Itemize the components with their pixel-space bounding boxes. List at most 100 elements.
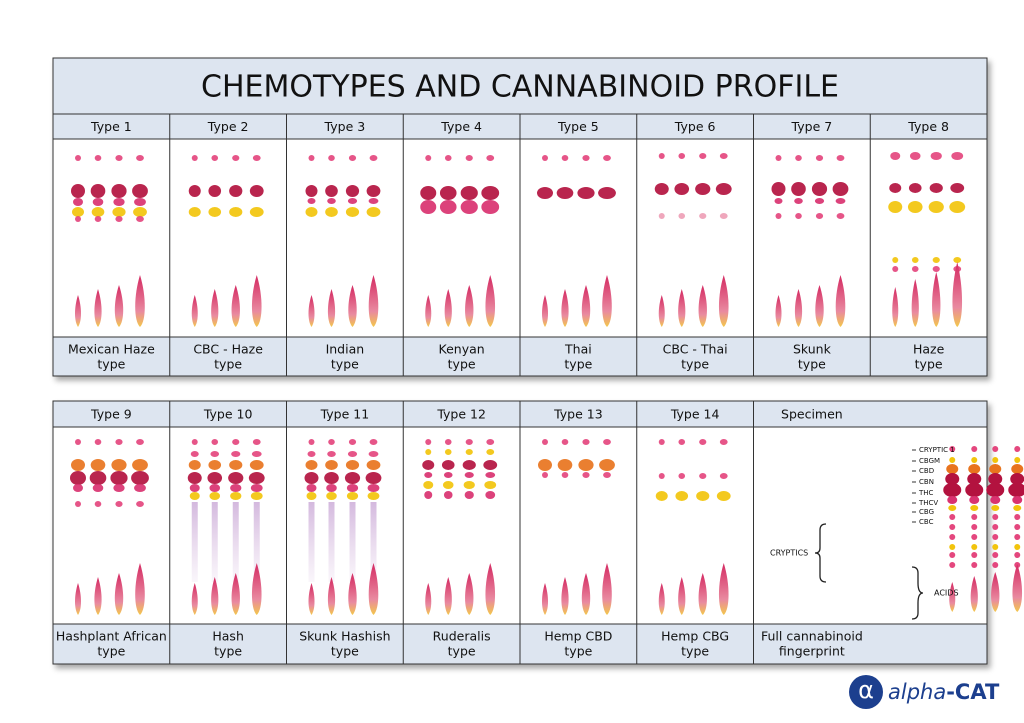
spot: [328, 155, 335, 161]
streak: [349, 502, 356, 582]
spot: [1014, 446, 1021, 452]
spot: [992, 544, 999, 550]
spot: [953, 257, 962, 263]
band-label: CBG: [919, 508, 934, 516]
spot: [231, 451, 241, 457]
spot: [425, 439, 432, 445]
spot: [892, 266, 899, 272]
spot: [307, 198, 316, 204]
spot: [719, 473, 728, 479]
spot: [134, 198, 146, 206]
spot: [90, 184, 106, 198]
spot: [945, 473, 960, 485]
spot: [971, 457, 978, 463]
spot: [94, 501, 102, 507]
spot: [795, 213, 802, 219]
spot: [943, 483, 962, 497]
type-name: type: [214, 357, 242, 372]
spot: [444, 155, 452, 161]
spot: [674, 183, 690, 195]
acid-spot: [952, 262, 963, 327]
spot: [542, 472, 548, 478]
spot: [462, 460, 476, 470]
spot: [1012, 496, 1023, 504]
spot: [1014, 524, 1021, 530]
spot: [603, 155, 611, 161]
spot: [719, 153, 728, 159]
spot: [422, 460, 435, 470]
spot: [345, 460, 360, 470]
band-label: CBC: [919, 518, 934, 526]
spot: [75, 439, 81, 445]
spot: [794, 198, 803, 204]
logo-text: alpha-CAT: [888, 680, 1000, 704]
spot: [892, 257, 899, 263]
band-label: CBGM: [919, 457, 940, 465]
acid-spot: [425, 583, 432, 615]
spot: [423, 481, 434, 489]
acid-spot: [444, 577, 452, 615]
acid-spot: [251, 275, 262, 327]
spot: [94, 216, 102, 222]
spot: [208, 185, 222, 197]
spot: [911, 266, 919, 272]
logo-mark: [849, 675, 883, 709]
spot: [699, 213, 707, 219]
spot: [210, 451, 220, 457]
spot: [485, 491, 496, 499]
spot: [70, 471, 86, 485]
spot: [464, 491, 474, 499]
acid-spot: [75, 295, 81, 327]
type-label: Type 13: [553, 407, 603, 422]
acid-spot: [348, 285, 357, 327]
spot: [308, 439, 315, 445]
acid-spot: [211, 577, 219, 615]
spot: [444, 449, 452, 455]
spot: [989, 464, 1002, 474]
type-name: Hemp CBG: [661, 629, 729, 644]
spot: [949, 544, 956, 550]
spot: [252, 155, 261, 161]
spot: [716, 491, 731, 501]
spot: [191, 155, 198, 161]
spot: [948, 505, 957, 511]
acid-spot: [94, 577, 102, 615]
acid-spot: [465, 573, 474, 615]
type-name: type: [681, 644, 709, 659]
spot: [136, 155, 144, 161]
spot: [658, 473, 665, 479]
spot: [971, 562, 978, 568]
spot: [485, 472, 496, 478]
spot: [654, 183, 669, 195]
spot: [345, 185, 360, 197]
spot: [189, 484, 200, 492]
acid-spot: [444, 289, 452, 327]
spot: [949, 534, 956, 540]
spot: [774, 198, 783, 204]
spot: [992, 524, 999, 530]
spot: [115, 501, 123, 507]
spot: [420, 200, 437, 214]
spot: [91, 207, 105, 217]
brace: [814, 523, 827, 583]
spot: [366, 207, 381, 217]
spot: [971, 544, 978, 550]
spot: [209, 484, 221, 492]
spot: [346, 484, 359, 492]
spot: [208, 207, 222, 217]
spot: [188, 185, 201, 197]
spot: [971, 534, 978, 540]
acid-spot: [678, 577, 686, 615]
spot: [460, 200, 478, 214]
spot: [971, 446, 978, 452]
acid-spot: [114, 285, 124, 327]
spot: [230, 484, 242, 492]
spot: [949, 457, 956, 463]
spot: [561, 472, 569, 478]
spot: [115, 439, 123, 445]
spot: [346, 492, 359, 500]
spot: [795, 155, 802, 161]
spot: [324, 472, 339, 484]
